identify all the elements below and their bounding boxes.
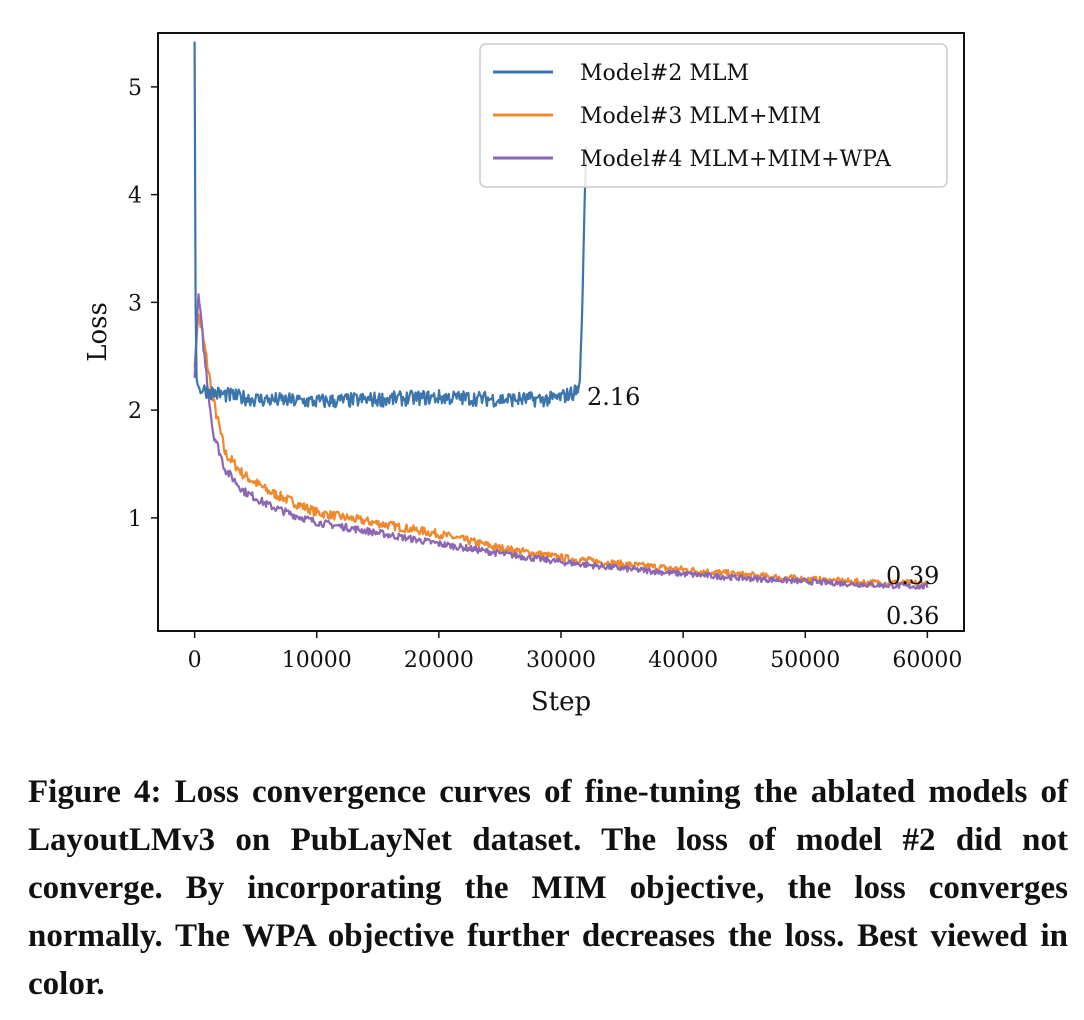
x-axis-label: Step (531, 687, 591, 717)
x-tick-label: 40000 (648, 648, 718, 673)
x-tick-label: 60000 (892, 648, 962, 673)
legend-box (479, 43, 948, 188)
figure-caption: Figure 4: Loss convergence curves of fin… (28, 774, 1068, 1002)
y-tick-label: 5 (128, 76, 142, 101)
legend: Model#2 MLM Model#3 MLM+MIM Model#4 MLM+… (479, 43, 948, 188)
annotation-model3-final: 0.39 (886, 562, 939, 590)
y-tick-label: 2 (128, 399, 142, 424)
x-tick-label: 0 (188, 648, 202, 673)
legend-label-model4: Model#4 MLM+MIM+WPA (580, 147, 892, 172)
y-tick-label: 3 (128, 291, 142, 316)
ticks-layer: 0 10000 20000 30000 40000 50000 60000 1 2 3 4 5 (128, 76, 962, 673)
legend-label-model3: Model#3 MLM+MIM (580, 104, 821, 129)
annotation-model4-final: 0.36 (886, 602, 939, 630)
x-tick-label: 10000 (282, 648, 352, 673)
series-line-model2 (193, 41, 588, 409)
series-layer (193, 41, 929, 590)
y-tick-label: 4 (128, 184, 142, 209)
x-tick-label: 50000 (770, 648, 840, 673)
x-tick-label: 20000 (404, 648, 474, 673)
loss-chart: 0 10000 20000 30000 40000 50000 60000 1 2 3 4 5 Ste… (83, 32, 965, 717)
annotation-model2-final: 2.16 (587, 383, 640, 411)
series-line-model4 (193, 293, 929, 590)
legend-label-model2: Model#2 MLM (580, 61, 749, 86)
y-axis-label: Loss (83, 302, 113, 362)
y-tick-label: 1 (128, 507, 142, 532)
x-tick-label: 30000 (526, 648, 596, 673)
series-line-model3 (193, 313, 929, 588)
